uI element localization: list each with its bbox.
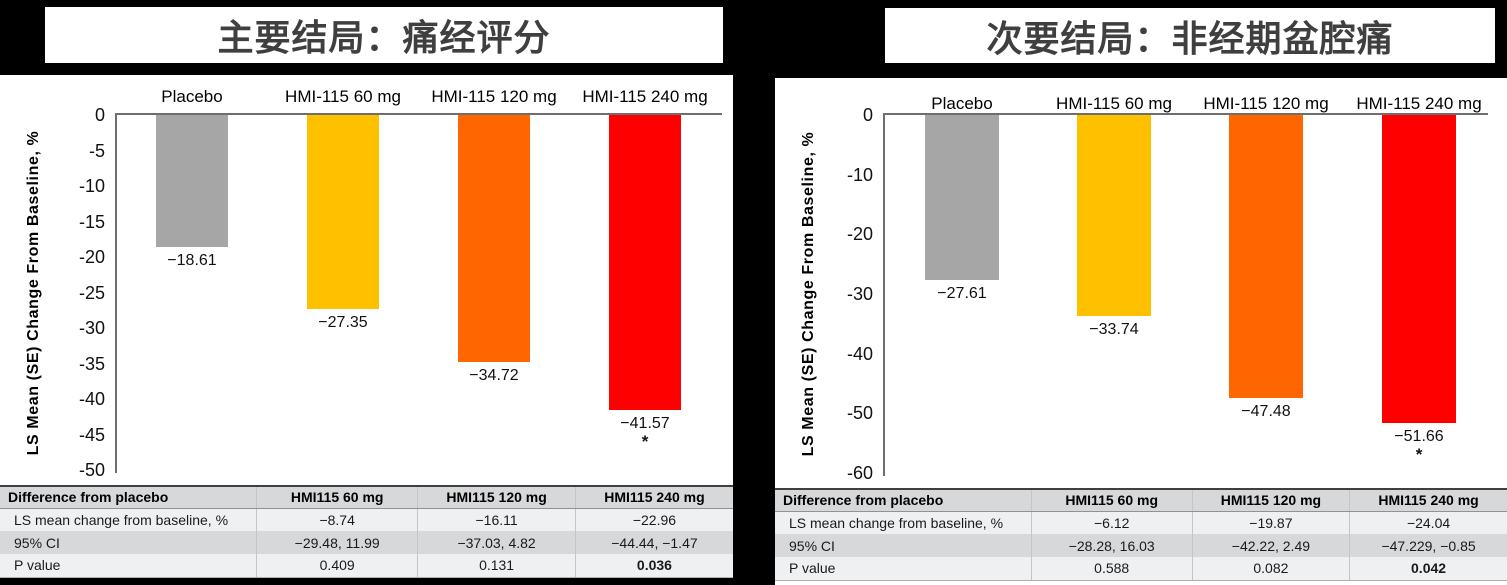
table-cell: −42.22, 2.49 bbox=[1191, 534, 1350, 557]
y-tick-label: 0 bbox=[862, 105, 873, 125]
y-axis-line bbox=[115, 114, 117, 473]
right-panel: LS Mean (SE) Change From Baseline, % Pla… bbox=[775, 78, 1507, 585]
bar-240mg bbox=[1382, 115, 1456, 424]
table-header-cell: HMI115 120 mg bbox=[417, 485, 576, 509]
right-bar-chart: LS Mean (SE) Change From Baseline, % Pla… bbox=[775, 78, 1507, 488]
table-header-row: Difference from placebo HMI115 60 mg HMI… bbox=[0, 485, 733, 509]
x-axis-line bbox=[883, 113, 1488, 115]
y-tick-label: -35 bbox=[78, 353, 105, 374]
table-cell: LS mean change from baseline, % bbox=[789, 514, 1004, 531]
table-header-cell: HMI115 120 mg bbox=[1191, 488, 1350, 512]
bar-240mg bbox=[609, 115, 681, 411]
table-cell: −19.87 bbox=[1191, 511, 1350, 534]
bar-60mg bbox=[1077, 115, 1151, 317]
bar-value-label: −41.57 bbox=[620, 415, 670, 433]
significance-marker: * bbox=[641, 432, 649, 452]
bar-120mg bbox=[458, 115, 530, 362]
table-cell: −22.96 bbox=[574, 508, 733, 531]
table-row: 95% CI −28.28, 16.03 −42.22, 2.49 −47.22… bbox=[775, 534, 1507, 557]
table-cell: P value bbox=[775, 557, 1032, 581]
y-tick-label: -30 bbox=[78, 318, 105, 338]
bar-placebo bbox=[925, 115, 999, 280]
category-label: HMI-115 60 mg bbox=[285, 87, 401, 106]
y-tick-label: -10 bbox=[846, 164, 873, 185]
y-tick-label: -30 bbox=[846, 284, 873, 304]
table-header-cell: HMI115 60 mg bbox=[256, 485, 418, 509]
table-cell: 0.131 bbox=[417, 554, 576, 578]
y-tick-label: -20 bbox=[78, 247, 105, 267]
difference-table: Difference from placebo HMI115 60 mg HMI… bbox=[0, 485, 733, 578]
table-cell: −29.48, 11.99 bbox=[256, 531, 418, 554]
table-header-cell: HMI115 240 mg bbox=[574, 485, 733, 509]
table-row: LS mean change from baseline, % −6.12 −1… bbox=[775, 511, 1507, 534]
y-tick-label: 0 bbox=[94, 105, 105, 125]
y-tick-label: -10 bbox=[78, 176, 105, 196]
table-cell: −6.12 bbox=[1030, 511, 1193, 534]
significance-marker: * bbox=[1415, 445, 1423, 465]
table-cell: −16.11 bbox=[417, 508, 576, 531]
table-cell: 0.082 bbox=[1191, 557, 1350, 581]
bar-60mg bbox=[307, 115, 379, 310]
bar-value-label: −34.72 bbox=[469, 366, 519, 384]
table-cell: 0.588 bbox=[1030, 557, 1193, 581]
bar-value-label: −18.61 bbox=[167, 252, 217, 270]
bar-120mg bbox=[1229, 115, 1303, 399]
table-header-row: Difference from placebo HMI115 60 mg HMI… bbox=[775, 488, 1507, 512]
difference-table: Difference from placebo HMI115 60 mg HMI… bbox=[775, 488, 1507, 581]
y-axis-title: LS Mean (SE) Change From Baseline, % bbox=[25, 130, 42, 455]
bar-value-label: −47.48 bbox=[1241, 403, 1291, 421]
y-tick-label: -40 bbox=[78, 389, 105, 409]
table-cell-significant-p: 0.042 bbox=[1349, 557, 1507, 581]
table-row: LS mean change from baseline, % −8.74 −1… bbox=[0, 508, 733, 531]
table-cell: 95% CI bbox=[789, 537, 835, 554]
y-tick-label: -25 bbox=[78, 282, 105, 303]
y-tick-label: -15 bbox=[78, 211, 105, 232]
table-cell: −44.44, −1.47 bbox=[574, 531, 733, 554]
left-chart-title: 主要结局：痛经评分 bbox=[45, 7, 723, 63]
y-tick-label: -50 bbox=[78, 460, 105, 480]
table-row: P value 0.588 0.082 0.042 bbox=[775, 557, 1507, 581]
y-tick-label: -60 bbox=[846, 463, 873, 483]
table-cell-significant-p: 0.036 bbox=[574, 554, 733, 578]
category-label: HMI-115 120 mg bbox=[1203, 94, 1329, 113]
x-axis-line bbox=[115, 113, 722, 115]
table-cell: −24.04 bbox=[1349, 511, 1507, 534]
table-cell: −37.03, 4.82 bbox=[417, 531, 576, 554]
y-tick-label: -40 bbox=[846, 343, 873, 364]
bar-value-label: −27.35 bbox=[318, 314, 368, 332]
table-row: P value 0.409 0.131 0.036 bbox=[0, 554, 733, 578]
table-header-cell: HMI115 60 mg bbox=[1030, 488, 1193, 512]
category-label: HMI-115 240 mg bbox=[1356, 94, 1482, 113]
table-header-cell: Difference from placebo bbox=[0, 485, 257, 509]
table-cell: −8.74 bbox=[256, 508, 418, 531]
category-label: Placebo bbox=[931, 94, 993, 113]
y-tick-label: -5 bbox=[88, 140, 105, 161]
category-label: HMI-115 60 mg bbox=[1056, 94, 1172, 113]
y-axis-title: LS Mean (SE) Change From Baseline, % bbox=[800, 131, 817, 457]
right-chart-title: 次要结局：非经期盆腔痛 bbox=[885, 8, 1495, 63]
table-header-cell: Difference from placebo bbox=[775, 488, 1032, 512]
bar-value-label: −51.66 bbox=[1394, 428, 1444, 446]
table-cell: LS mean change from baseline, % bbox=[14, 511, 229, 528]
category-label: HMI-115 120 mg bbox=[431, 87, 557, 106]
table-cell: P value bbox=[0, 554, 257, 578]
table-cell: 95% CI bbox=[14, 534, 60, 551]
left-bar-chart: LS Mean (SE) Change From Baseline, % Pla… bbox=[0, 75, 733, 485]
left-panel: LS Mean (SE) Change From Baseline, % Pla… bbox=[0, 75, 733, 578]
table-cell: 0.409 bbox=[256, 554, 418, 578]
bar-placebo bbox=[156, 115, 228, 248]
y-tick-label: -50 bbox=[846, 403, 873, 424]
table-row: 95% CI −29.48, 11.99 −37.03, 4.82 −44.44… bbox=[0, 531, 733, 554]
category-label: Placebo bbox=[161, 87, 223, 106]
table-cell: −28.28, 16.03 bbox=[1030, 534, 1193, 557]
category-label: HMI-115 240 mg bbox=[582, 87, 708, 106]
y-tick-label: -20 bbox=[846, 224, 873, 245]
y-tick-label: -45 bbox=[78, 424, 105, 445]
table-cell: −47.229, −0.85 bbox=[1349, 534, 1507, 557]
table-header-cell: HMI115 240 mg bbox=[1349, 488, 1507, 512]
bar-value-label: −27.61 bbox=[937, 284, 987, 302]
bar-value-label: −33.74 bbox=[1089, 321, 1139, 339]
y-axis-line bbox=[883, 114, 885, 476]
